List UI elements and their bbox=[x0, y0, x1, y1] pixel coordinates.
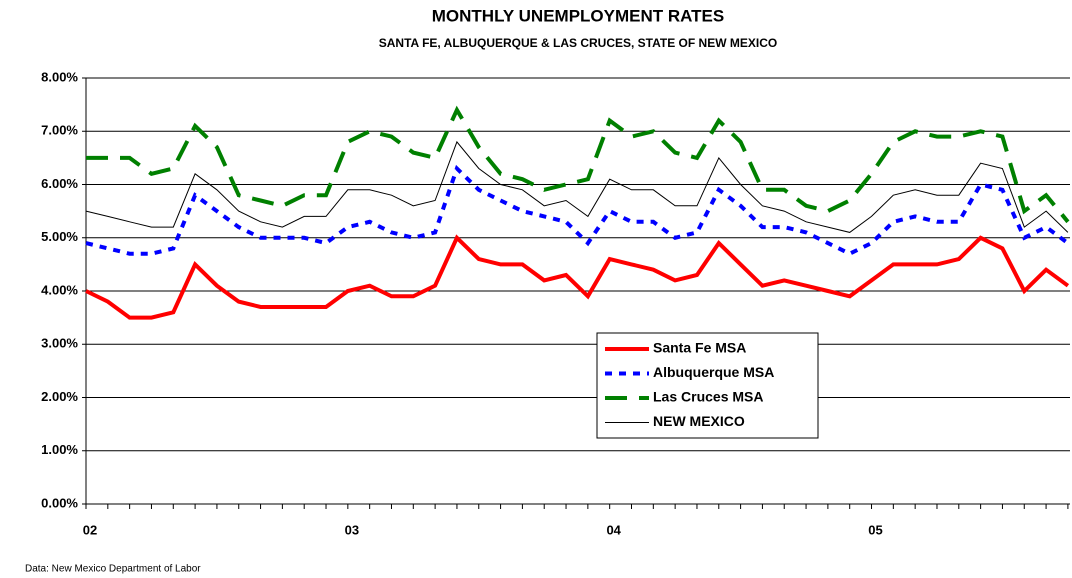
y-tick-label: 0.00% bbox=[41, 495, 78, 510]
legend-label: Santa Fe MSA bbox=[653, 340, 746, 356]
y-tick-label: 5.00% bbox=[41, 229, 78, 244]
x-tick-label: 05 bbox=[868, 522, 882, 537]
y-tick-label: 6.00% bbox=[41, 176, 78, 191]
legend-label: Las Cruces MSA bbox=[653, 389, 763, 405]
x-tick-label: 04 bbox=[606, 522, 621, 537]
y-tick-label: 7.00% bbox=[41, 123, 78, 138]
y-tick-label: 3.00% bbox=[41, 336, 78, 351]
chart-title: MONTHLY UNEMPLOYMENT RATES bbox=[432, 6, 724, 25]
source-note: Data: New Mexico Department of Labor bbox=[25, 564, 201, 575]
series-line bbox=[85, 164, 1070, 256]
legend-label: Albuquerque MSA bbox=[653, 364, 774, 380]
chart-subtitle: SANTA FE, ALBUQUERQUE & LAS CRUCES, STAT… bbox=[379, 36, 777, 50]
legend-label: NEW MEXICO bbox=[653, 413, 745, 429]
series-line bbox=[85, 234, 1070, 320]
y-tick-label: 4.00% bbox=[41, 282, 78, 297]
x-tick-label: 03 bbox=[345, 522, 359, 537]
y-tick-label: 8.00% bbox=[41, 69, 78, 84]
y-tick-label: 2.00% bbox=[41, 389, 78, 404]
series-line bbox=[86, 105, 1070, 224]
series-line bbox=[85, 140, 1069, 233]
y-tick-label: 1.00% bbox=[41, 442, 78, 457]
x-tick-label: 02 bbox=[83, 522, 97, 537]
